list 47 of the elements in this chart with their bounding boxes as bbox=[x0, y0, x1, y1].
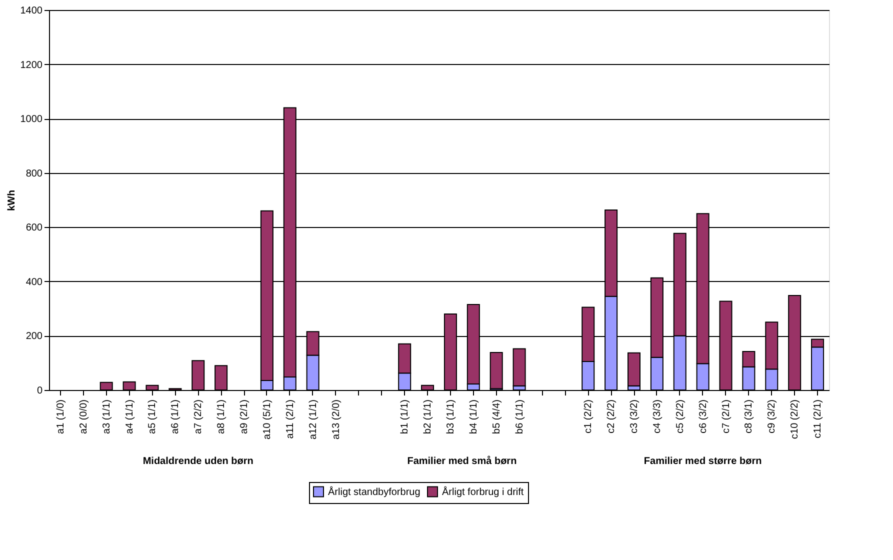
x-tick-label: a7 (2/2) bbox=[193, 400, 204, 434]
x-tick-label: c2 (2/2) bbox=[606, 400, 618, 434]
x-tick-label: a6 (1/1) bbox=[170, 400, 182, 434]
text: Familier med større børn bbox=[644, 456, 762, 467]
x-tick-label: a8 (1/1) bbox=[216, 400, 228, 434]
x-tick-label: c5 (2/2) bbox=[674, 400, 686, 434]
x-tick-label: a9 (2/1) bbox=[239, 400, 250, 434]
x-tick-label: c10 (2/2) bbox=[790, 400, 801, 439]
bar bbox=[490, 352, 503, 390]
x-tick-label: b5 (4/4) bbox=[491, 400, 502, 434]
x-tick-label: a12 (1/1) bbox=[308, 400, 319, 440]
x-tick-label: a2 (0/0) bbox=[78, 400, 90, 434]
x-tick-label: a11 (2/1) bbox=[284, 400, 296, 439]
x-tick-label: a3 (1/1) bbox=[101, 400, 112, 434]
x-tick-label: c4 (3/3) bbox=[652, 400, 663, 434]
y-tick-label: 600 bbox=[26, 222, 43, 234]
x-tick-label: a4 (1/1) bbox=[124, 400, 136, 434]
x-tick-label: c1 (2/2) bbox=[583, 400, 594, 434]
text: Familier med små børn bbox=[407, 455, 517, 467]
y-tick-label: 1400 bbox=[20, 6, 43, 16]
y-tick-label: 400 bbox=[26, 276, 43, 288]
x-tick-label: c7 (2/1) bbox=[720, 400, 732, 434]
bar bbox=[628, 352, 640, 386]
x-tick-label: a10 (5/1) bbox=[262, 400, 273, 440]
legend-label: Årligt standbyforbrug bbox=[328, 486, 420, 498]
y-tick-label: 1200 bbox=[20, 60, 43, 71]
x-tick-label: b4 (1/1) bbox=[468, 400, 480, 434]
x-tick-label: c3 (3/2) bbox=[629, 400, 640, 434]
y-tick-label: 800 bbox=[26, 168, 43, 180]
x-tick-label: c8 (3/1) bbox=[744, 400, 755, 434]
x-tick-label: b2 (1/1) bbox=[422, 400, 434, 434]
y-tick-label: 200 bbox=[26, 331, 43, 342]
x-tick-label: a13 (2/0) bbox=[330, 400, 342, 440]
x-tick-label: a1 (1/0) bbox=[55, 400, 66, 434]
x-tick-label: b6 (1/1) bbox=[514, 400, 526, 434]
x-tick-label: b1 (1/1) bbox=[400, 400, 411, 434]
x-tick-label: b3 (1/1) bbox=[445, 400, 456, 434]
x-tick-label: a5 (1/1) bbox=[147, 400, 158, 434]
text: Midaldrende uden børn bbox=[142, 456, 254, 467]
y-tick-label: 1000 bbox=[20, 114, 43, 126]
y-axis-title: kWh bbox=[6, 190, 18, 212]
y-tick-label: 0 bbox=[36, 386, 43, 396]
bar bbox=[512, 348, 526, 386]
legend-label: Årligt forbrug i drift bbox=[442, 486, 524, 498]
x-tick-label: c9 (3/2) bbox=[766, 400, 778, 434]
x-tick-label: c11 (2/1) bbox=[812, 400, 824, 438]
x-tick-label: c6 (3/2) bbox=[698, 400, 709, 434]
